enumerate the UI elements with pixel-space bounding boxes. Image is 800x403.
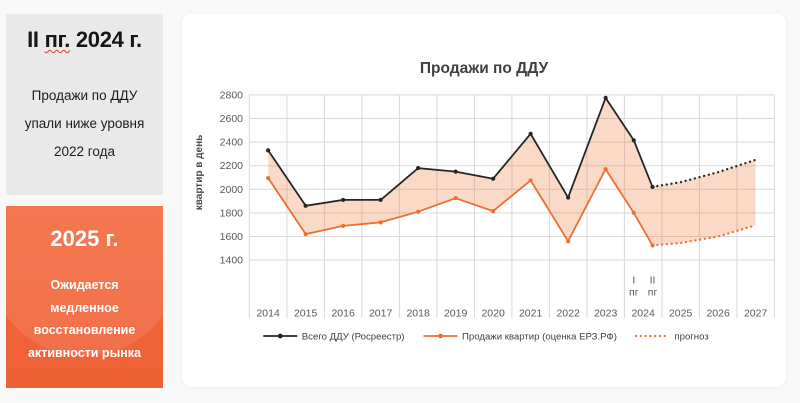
- ddu-sales-chart: 2800 2600 2400 2200 2000 1800 1600 1400 2014 2015…: [194, 60, 775, 343]
- x-tick-label: 2019: [444, 308, 468, 320]
- halfyear-label: II: [650, 275, 656, 287]
- forecast-line-1: [651, 224, 757, 247]
- marker: [416, 165, 421, 171]
- x-tick-label: 2018: [406, 308, 430, 320]
- y-tick-label: 1600: [220, 231, 244, 243]
- x-tick-label: 2023: [594, 308, 618, 320]
- marker: [491, 209, 496, 214]
- legend-item-erz: Продажи квартир (оценка ЕРЗ.РФ): [423, 332, 617, 343]
- marker: [650, 184, 655, 190]
- forecast-line-0: [651, 158, 757, 189]
- marker: [341, 223, 346, 228]
- y-tick-label: 2800: [220, 89, 244, 101]
- chart-title: Продажи по ДДУ: [420, 60, 549, 77]
- marker: [603, 167, 608, 172]
- chart-card: 2800 2600 2400 2200 2000 1800 1600 1400 2014 2015…: [182, 14, 786, 387]
- panel-2025-text: Ожидается медленное восстановление актив…: [27, 278, 142, 360]
- panel-2025-title: 2025 г.: [50, 226, 119, 251]
- x-tick-label: 2025: [669, 308, 693, 320]
- legend-item-forecast: прогноз: [634, 332, 709, 343]
- legend-item-rosreestr: Всего ДДУ (Росреестр): [263, 332, 405, 343]
- halfyear-label: пг: [629, 287, 639, 299]
- x-tick-label: 2020: [481, 308, 505, 320]
- marker: [631, 210, 636, 215]
- marker: [566, 239, 571, 244]
- summary-panel-2024: II пг. 2024 г. Продажи по ДДУ упали ниже…: [6, 14, 163, 195]
- legend-label: Продажи квартир (оценка ЕРЗ.РФ): [462, 332, 617, 343]
- x-tick-label: 2016: [331, 308, 355, 320]
- series-gap-fill: [268, 97, 756, 246]
- x-tick-label: 2017: [369, 308, 393, 320]
- marker: [266, 175, 271, 181]
- marker: [453, 196, 458, 201]
- x-tick-label: 2027: [744, 308, 768, 320]
- series-line-0: [267, 97, 654, 207]
- x-tick-label: 2022: [556, 308, 580, 320]
- x-tick-label: 2015: [294, 308, 318, 320]
- marker: [453, 169, 458, 174]
- marker: [603, 95, 608, 100]
- marker: [266, 148, 271, 153]
- marker: [566, 195, 571, 200]
- x-tick-label: 2024: [631, 308, 655, 320]
- marker: [528, 131, 533, 136]
- marker: [528, 178, 533, 183]
- spellcheck-squiggle: пг.: [44, 27, 71, 52]
- y-tick-label: 2200: [220, 160, 244, 172]
- marker: [378, 197, 383, 203]
- marker: [303, 232, 308, 237]
- x-tick-label: 2026: [706, 308, 730, 320]
- halfyear-label: пг: [648, 287, 658, 299]
- x-tick-label: 2014: [256, 308, 280, 320]
- panel-2024-text: Продажи по ДДУ упали ниже уровня 2022 го…: [24, 88, 145, 159]
- legend-swatch-marker: [438, 333, 443, 339]
- summary-panel-2025: 2025 г. Ожидается медленное восстановлен…: [6, 206, 163, 388]
- marker: [631, 138, 636, 143]
- legend-label: прогноз: [674, 332, 709, 343]
- y-tick-label: 1400: [220, 255, 244, 267]
- y-axis-title: квартир в день: [194, 135, 205, 211]
- marker: [650, 243, 655, 248]
- legend-label: Всего ДДУ (Росреестр): [302, 332, 405, 343]
- y-tick-label: 2600: [220, 113, 244, 125]
- y-tick-label: 1800: [220, 207, 244, 219]
- y-tick-label: 2400: [220, 137, 244, 149]
- marker: [378, 220, 383, 225]
- panel-2024-title: II пг. 2024 г.: [27, 27, 142, 52]
- series-line-1: [267, 168, 654, 246]
- marker: [303, 203, 308, 208]
- marker: [491, 176, 496, 181]
- marker: [341, 197, 346, 203]
- legend-swatch-marker: [277, 333, 283, 339]
- marker: [416, 209, 421, 214]
- x-tick-label: 2021: [519, 308, 543, 320]
- y-tick-label: 2000: [220, 184, 244, 196]
- halfyear-label: I: [632, 275, 635, 287]
